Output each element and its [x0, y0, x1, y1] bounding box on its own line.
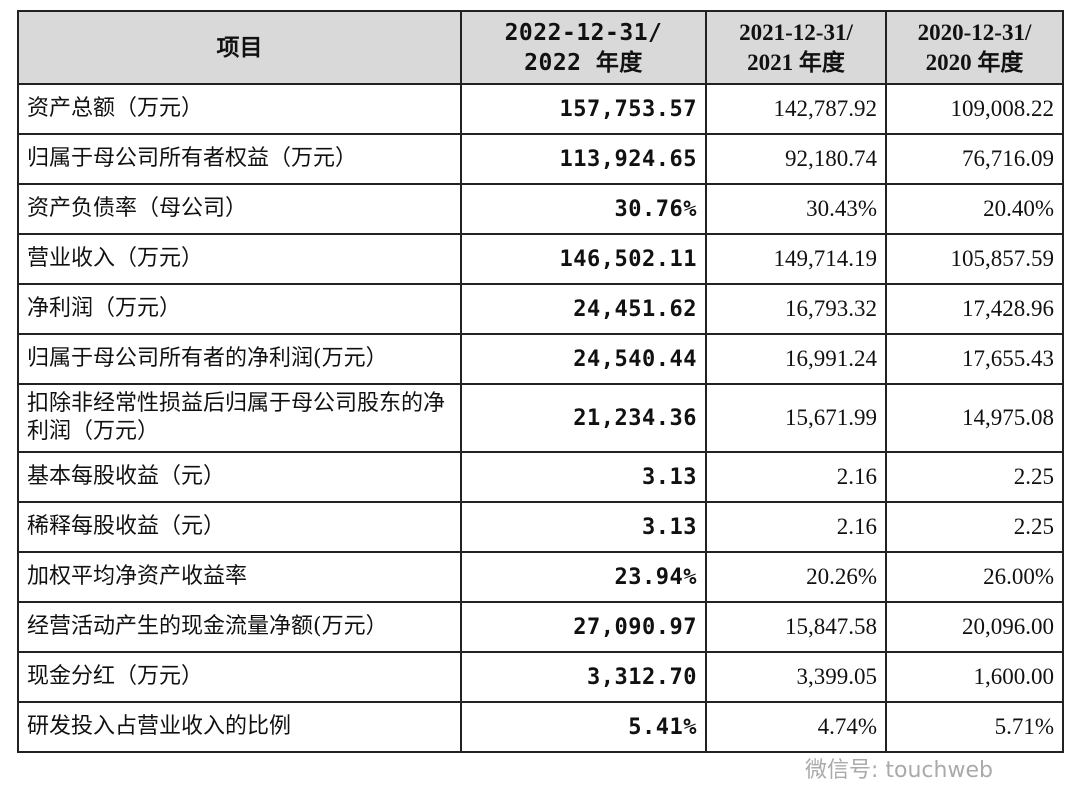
value-cell: 5.71% [885, 701, 1064, 753]
data-row: 资产负债率（母公司） 30.76% 30.43% 20.40% [17, 183, 1064, 235]
value-cell: 27,090.97 [460, 601, 707, 653]
value-cell: 16,793.32 [705, 283, 887, 335]
value-cell: 109,008.22 [885, 83, 1064, 135]
value-cell: 17,655.43 [885, 333, 1064, 385]
value-cell: 4.74% [705, 701, 887, 753]
label-cell: 加权平均净资产收益率 [17, 551, 462, 603]
value-cell: 157,753.57 [460, 83, 707, 135]
value-cell: 30.76% [460, 183, 707, 235]
data-row: 稀释每股收益（元） 3.13 2.16 2.25 [17, 501, 1064, 553]
value-cell: 3,399.05 [705, 651, 887, 703]
label-cell: 资产负债率（母公司） [17, 183, 462, 235]
header-cell: 2022-12-31/2022 年度 [460, 10, 707, 85]
data-row: 资产总额（万元） 157,753.57 142,787.92 109,008.22 [17, 83, 1064, 135]
label-cell: 研发投入占营业收入的比例 [17, 701, 462, 753]
header-cell: 项目 [17, 10, 462, 85]
data-row: 扣除非经常性损益后归属于母公司股东的净利润（万元） 21,234.36 15,671… [17, 383, 1064, 453]
value-cell: 17,428.96 [885, 283, 1064, 335]
label-cell: 基本每股收益（元） [17, 451, 462, 503]
header-text: 2021 年度 [747, 49, 845, 75]
value-cell: 2.25 [885, 451, 1064, 503]
header-text: 2020 年度 [925, 49, 1024, 75]
data-row: 现金分红（万元） 3,312.70 3,399.05 1,600.00 [17, 651, 1064, 703]
value-cell: 149,714.19 [705, 233, 887, 285]
header-cell: 2020-12-31/2020 年度 [885, 10, 1064, 85]
header-text: 项目 [216, 33, 263, 61]
header-cell: 2021-12-31/2021 年度 [705, 10, 887, 85]
data-row: 归属于母公司所有者权益（万元） 113,924.65 92,180.74 76,716… [17, 133, 1064, 185]
data-row: 研发投入占营业收入的比例 5.41% 4.74% 5.71% [17, 701, 1064, 753]
data-row: 基本每股收益（元） 3.13 2.16 2.25 [17, 451, 1064, 503]
value-cell: 30.43% [705, 183, 887, 235]
value-cell: 2.25 [885, 501, 1064, 553]
table-body: 项目 2022-12-31/2022 年度 2021-12-31/2021 年度 20… [17, 10, 1064, 753]
value-cell: 76,716.09 [885, 133, 1064, 185]
value-cell: 3.13 [460, 501, 707, 553]
value-cell: 2.16 [705, 501, 887, 553]
header-text: 2022 年度 [524, 49, 643, 76]
value-cell: 15,671.99 [705, 383, 887, 453]
label-cell: 营业收入（万元） [17, 233, 462, 285]
value-cell: 3.13 [460, 451, 707, 503]
value-cell: 92,180.74 [705, 133, 887, 185]
value-cell: 113,924.65 [460, 133, 707, 185]
value-cell: 1,600.00 [885, 651, 1064, 703]
label-cell: 扣除非经常性损益后归属于母公司股东的净利润（万元） [17, 383, 462, 453]
value-cell: 20.26% [705, 551, 887, 603]
value-cell: 2.16 [705, 451, 887, 503]
header-row: 项目 2022-12-31/2022 年度 2021-12-31/2021 年度 20… [17, 10, 1064, 85]
value-cell: 20,096.00 [885, 601, 1064, 653]
data-row: 经营活动产生的现金流量净额(万元） 27,090.97 15,847.58 20,09… [17, 601, 1064, 653]
header-text: 2021-12-31/ [739, 19, 853, 45]
financial-table: 项目 2022-12-31/2022 年度 2021-12-31/2021 年度 20… [17, 10, 1064, 753]
label-cell: 现金分红（万元） [17, 651, 462, 703]
data-row: 归属于母公司所有者的净利润(万元） 24,540.44 16,991.24 17,65… [17, 333, 1064, 385]
header-text: 2022-12-31/ [504, 19, 663, 46]
value-cell: 142,787.92 [705, 83, 887, 135]
value-cell: 15,847.58 [705, 601, 887, 653]
label-cell: 净利润（万元） [17, 283, 462, 335]
header-text: 2020-12-31/ [917, 19, 1032, 45]
value-cell: 146,502.11 [460, 233, 707, 285]
data-row: 加权平均净资产收益率 23.94% 20.26% 26.00% [17, 551, 1064, 603]
value-cell: 5.41% [460, 701, 707, 753]
label-cell: 归属于母公司所有者权益（万元） [17, 133, 462, 185]
watermark: 微信号: touchweb [805, 758, 993, 783]
value-cell: 20.40% [885, 183, 1064, 235]
value-cell: 105,857.59 [885, 233, 1064, 285]
value-cell: 14,975.08 [885, 383, 1064, 453]
value-cell: 3,312.70 [460, 651, 707, 703]
label-cell: 资产总额（万元） [17, 83, 462, 135]
label-cell: 经营活动产生的现金流量净额(万元） [17, 601, 462, 653]
value-cell: 23.94% [460, 551, 707, 603]
label-cell: 归属于母公司所有者的净利润(万元） [17, 333, 462, 385]
label-cell: 稀释每股收益（元） [17, 501, 462, 553]
data-row: 净利润（万元） 24,451.62 16,793.32 17,428.96 [17, 283, 1064, 335]
data-row: 营业收入（万元） 146,502.11 149,714.19 105,857.59 [17, 233, 1064, 285]
value-cell: 24,451.62 [460, 283, 707, 335]
value-cell: 26.00% [885, 551, 1064, 603]
value-cell: 21,234.36 [460, 383, 707, 453]
value-cell: 24,540.44 [460, 333, 707, 385]
value-cell: 16,991.24 [705, 333, 887, 385]
